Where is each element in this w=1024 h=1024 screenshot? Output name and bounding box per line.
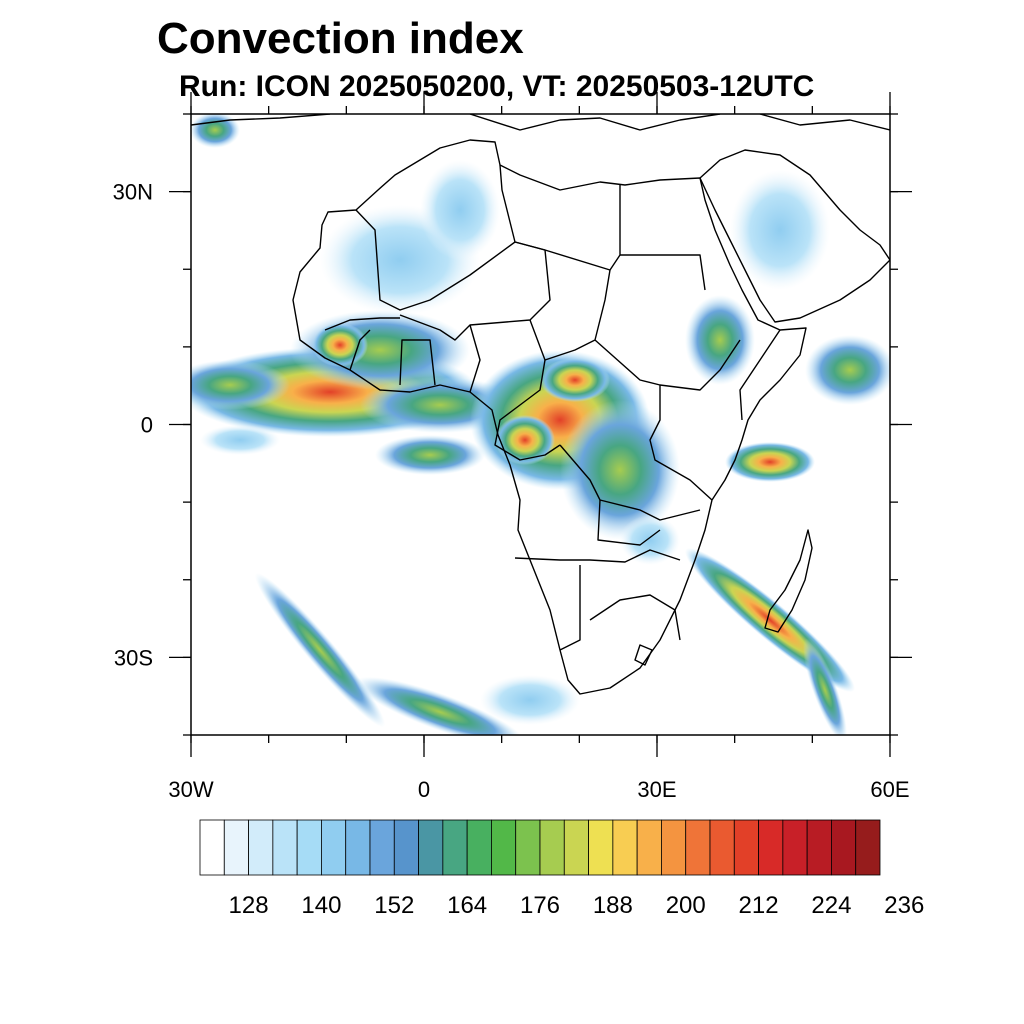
colorbar-swatch <box>563 819 589 876</box>
colorbar-swatch <box>248 819 274 876</box>
colorbar-swatch <box>733 819 759 876</box>
colorbar-tick-label: 128 <box>229 892 269 919</box>
map-subtitle: Run: ICON 2025050200, VT: 20250503-12UTC <box>179 70 815 103</box>
colorbar-swatch <box>588 819 614 876</box>
colorbar-swatch <box>321 819 347 876</box>
lon-tick-label: 30E <box>637 777 676 802</box>
lat-tick-label: 0 <box>141 413 153 438</box>
coastlines <box>191 114 890 695</box>
colorbar-swatch <box>806 819 832 876</box>
colorbar-swatch <box>515 819 541 876</box>
colorbar-tick-label: 212 <box>739 892 779 919</box>
colorbar-swatch <box>612 819 638 876</box>
colorbar-swatch <box>296 819 322 876</box>
axis-ticks <box>169 92 912 757</box>
lat-tick-label: 30S <box>114 645 153 670</box>
colorbar-tick-label: 176 <box>520 892 560 919</box>
colorbar-swatch <box>418 819 444 876</box>
lon-tick-label: 0 <box>418 777 430 802</box>
lon-tick-label: 60E <box>870 777 909 802</box>
colorbar-swatch <box>199 819 225 876</box>
colorbar-tick-label: 164 <box>447 892 487 919</box>
colorbar-labels: 128 140 152 164 176 188 200 212 224 236 <box>229 892 925 919</box>
lon-tick-label: 30W <box>168 777 213 802</box>
colorbar-swatch <box>369 819 395 876</box>
colorbar-swatch <box>855 819 881 876</box>
colorbar-swatch <box>636 819 662 876</box>
map-title: Convection index <box>157 14 524 63</box>
colorbar-tick-label: 188 <box>593 892 633 919</box>
colorbar-swatch <box>223 819 249 876</box>
colorbar-swatch <box>685 819 711 876</box>
colorbar-tick-label: 236 <box>884 892 924 919</box>
colorbar-swatch <box>758 819 784 876</box>
colorbar-swatch <box>782 819 808 876</box>
colorbar-swatch <box>442 819 468 876</box>
colorbar-swatch <box>709 819 735 876</box>
convection-field <box>191 114 890 735</box>
colorbar-swatch <box>466 819 492 876</box>
colorbar-swatch <box>539 819 565 876</box>
colorbar-swatch <box>393 819 419 876</box>
colorbar <box>199 819 881 876</box>
colorbar-swatch <box>345 819 371 876</box>
colorbar-tick-label: 140 <box>301 892 341 919</box>
colorbar-tick-label: 152 <box>374 892 414 919</box>
lat-tick-label: 30N <box>113 180 153 205</box>
colorbar-swatch <box>831 819 857 876</box>
colorbar-swatch <box>272 819 298 876</box>
axis-tick-labels: 30W 0 30E 60E 30N 0 30S <box>113 180 910 802</box>
colorbar-tick-label: 224 <box>811 892 851 919</box>
colorbar-swatch <box>491 819 517 876</box>
colorbar-tick-label: 200 <box>666 892 706 919</box>
colorbar-swatch <box>661 819 687 876</box>
